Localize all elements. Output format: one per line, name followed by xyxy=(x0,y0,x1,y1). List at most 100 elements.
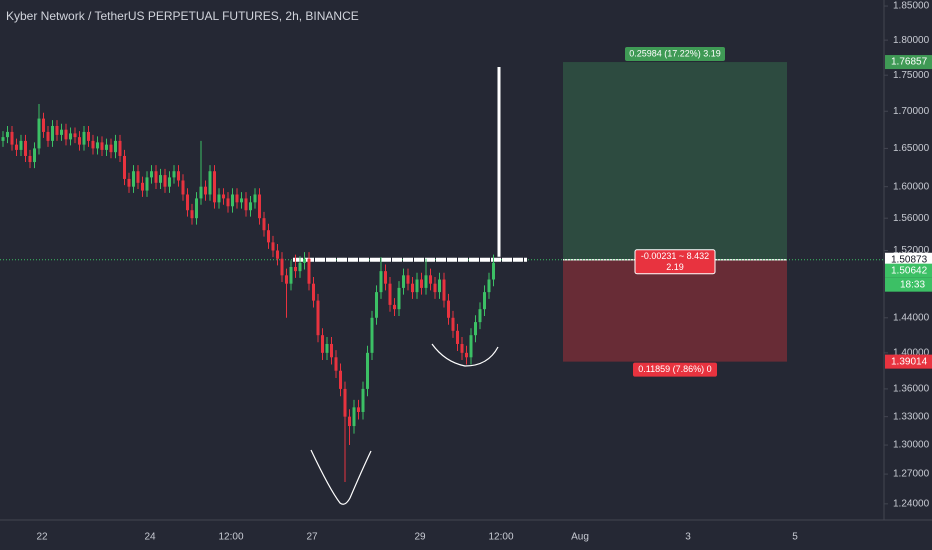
candle-body xyxy=(226,198,230,207)
candle-body xyxy=(73,133,77,138)
stop-label-box xyxy=(633,362,717,377)
candle-body xyxy=(370,317,374,353)
last-price-tag: 1.50642 xyxy=(891,265,928,276)
target-label-box xyxy=(625,47,725,62)
candle-body xyxy=(303,258,306,263)
candle-body xyxy=(127,178,131,187)
candle-body xyxy=(249,202,252,211)
entry-price-tag: 1.50873 xyxy=(891,254,928,265)
y-tick-label: 1.40000 xyxy=(893,347,930,358)
candle-body xyxy=(492,262,495,280)
candle-body xyxy=(316,300,320,336)
candle-body xyxy=(163,175,167,187)
candle-body xyxy=(199,186,203,199)
candle-body xyxy=(465,352,468,358)
candle-body xyxy=(330,343,333,358)
candle-body xyxy=(406,275,410,284)
candle-body xyxy=(312,283,315,301)
candle-body xyxy=(19,140,23,150)
target-price-tag: 1.76857 xyxy=(891,57,928,68)
candle-body xyxy=(136,171,140,183)
candle-body xyxy=(339,370,342,389)
candle-body xyxy=(402,275,405,288)
candle-body xyxy=(217,194,221,203)
candle-body xyxy=(60,129,63,135)
candle-body xyxy=(366,352,369,389)
profit-zone xyxy=(563,62,787,260)
candle-body xyxy=(208,171,212,195)
candle-body xyxy=(6,131,9,138)
candle-body xyxy=(10,131,14,145)
candle-body xyxy=(55,125,59,135)
candle-body xyxy=(379,271,383,293)
candle-body xyxy=(487,279,491,293)
candle-body xyxy=(82,131,86,145)
countdown: 18:33 xyxy=(900,279,925,290)
candle-body xyxy=(276,250,279,259)
candle-body xyxy=(154,171,158,183)
candle-body xyxy=(78,137,81,145)
y-tick-label: 1.70000 xyxy=(893,106,930,117)
candle-body xyxy=(375,292,378,318)
candle-body xyxy=(298,262,302,272)
center-label-box xyxy=(634,249,716,275)
candle-body xyxy=(442,279,446,301)
candle-body xyxy=(231,194,234,207)
x-tick-label: 12:00 xyxy=(488,532,513,543)
x-tick-label: 29 xyxy=(414,532,426,543)
last-price-tag-box xyxy=(885,263,932,278)
candle-body xyxy=(141,182,144,191)
candle-body xyxy=(357,407,360,412)
candle-body xyxy=(478,309,482,323)
candle-body xyxy=(415,279,419,293)
candle-body xyxy=(24,140,27,156)
x-tick-label: 5 xyxy=(792,532,798,543)
candle-body xyxy=(285,275,288,284)
candle-body xyxy=(15,144,18,150)
candle-body xyxy=(343,388,347,417)
v-pattern-sketch xyxy=(310,449,372,505)
candle-body xyxy=(172,171,176,178)
candle-body xyxy=(451,317,455,331)
candle-body xyxy=(384,271,387,284)
candle-body xyxy=(37,118,41,149)
candle-body xyxy=(42,118,45,132)
center-sublabel: 2.19 xyxy=(666,262,684,272)
chart-title: Kyber Network / TetherUS PERPETUAL FUTUR… xyxy=(6,9,359,23)
candle-body xyxy=(28,155,32,163)
candle-body xyxy=(280,258,284,276)
target-label: 0.25984 (17.22%) 3.19 xyxy=(629,48,721,58)
candle-body xyxy=(159,175,162,183)
candle-body xyxy=(456,330,459,344)
candle-body xyxy=(105,144,108,150)
stop-price-tag: 1.39014 xyxy=(891,356,928,367)
candle-body xyxy=(51,125,54,141)
candle-body xyxy=(91,140,95,149)
y-tick-label: 1.85000 xyxy=(893,1,930,12)
u-pattern-sketch xyxy=(431,343,499,367)
center-label: -0.00231 ~ 8.432 xyxy=(641,251,709,261)
candle-body xyxy=(69,133,72,140)
candle-body xyxy=(240,198,243,203)
target-price-tag-box xyxy=(885,55,932,70)
candle-body xyxy=(114,140,117,153)
candle-body xyxy=(123,155,126,179)
y-tick-label: 1.44000 xyxy=(893,312,930,323)
y-tick-label: 1.24000 xyxy=(893,498,930,509)
y-tick-label: 1.30000 xyxy=(893,440,930,451)
candle-body xyxy=(393,304,396,310)
candle-body xyxy=(411,283,414,293)
candle-body xyxy=(447,300,450,318)
y-tick-label: 1.60000 xyxy=(893,181,930,192)
candle-body xyxy=(352,407,356,427)
candle-body xyxy=(204,186,207,195)
drawings xyxy=(310,343,499,505)
candle-body xyxy=(132,171,135,187)
candle-body xyxy=(429,275,432,284)
candle-body xyxy=(118,140,122,156)
y-tick-label: 1.52000 xyxy=(893,245,930,256)
candle-body xyxy=(321,335,324,353)
candle-body xyxy=(177,171,180,181)
candle-body xyxy=(325,343,329,353)
